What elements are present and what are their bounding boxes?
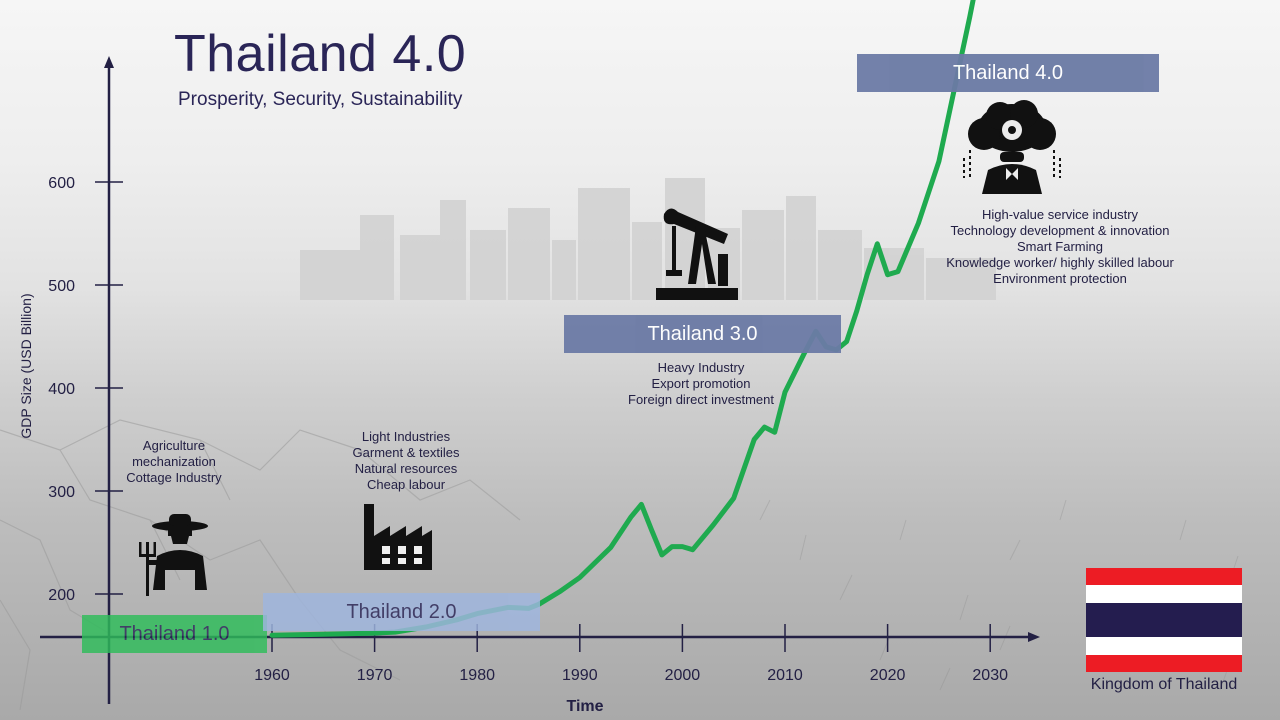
note-line: mechanization — [132, 454, 216, 469]
era-box-thailand-3-0: Thailand 3.0 — [564, 315, 841, 353]
era-box-thailand-1-0: Thailand 1.0 — [82, 615, 267, 653]
era-box-thailand-2-0: Thailand 2.0 — [263, 593, 540, 631]
note-line: Technology development & innovation — [950, 223, 1170, 238]
era-label: Thailand 1.0 — [119, 623, 230, 645]
y-tick-label: 400 — [48, 381, 75, 398]
x-axis-title: Time — [566, 698, 603, 715]
note-line: Environment protection — [993, 271, 1127, 286]
era-2-notes: Light Industries Garment & textiles Natu… — [316, 429, 496, 493]
era-box-thailand-4-0: Thailand 4.0 — [857, 54, 1159, 92]
note-line: Heavy Industry — [657, 360, 745, 375]
x-tick-label: 2030 — [972, 667, 1008, 684]
flag-caption: Kingdom of Thailand — [1090, 676, 1238, 693]
era-3-notes: Heavy Industry Export promotion Foreign … — [590, 360, 812, 408]
y-tick-label: 500 — [48, 278, 75, 295]
page-subtitle: Prosperity, Security, Sustainability — [178, 89, 463, 110]
note-line: Smart Farming — [1017, 239, 1103, 254]
x-tick-label: 2010 — [767, 667, 803, 684]
note-line: Agriculture — [142, 438, 206, 453]
thailand-flag — [1086, 568, 1242, 672]
note-line: Natural resources — [354, 461, 458, 476]
note-line: High-value service industry — [981, 207, 1139, 222]
note-line: Garment & textiles — [352, 445, 460, 460]
note-line: Light Industries — [361, 429, 451, 444]
y-axis-arrow — [104, 56, 114, 68]
ground-cracks — [0, 419, 521, 711]
era-4-notes: High-value service industry Technology d… — [900, 207, 1220, 287]
farmer-icon — [139, 514, 208, 596]
y-tick-label: 200 — [48, 587, 75, 604]
era-1-notes: Agriculture mechanization Cottage Indust… — [94, 438, 254, 486]
note-line: Foreign direct investment — [628, 392, 774, 407]
y-tick-label: 300 — [48, 484, 75, 501]
x-tick-label: 1970 — [357, 667, 393, 684]
x-tick-label: 1990 — [562, 667, 598, 684]
x-tick-label: 2020 — [870, 667, 906, 684]
city-skyline — [300, 178, 996, 300]
y-tick-label: 600 — [48, 175, 75, 192]
x-tick-label: 1960 — [254, 667, 290, 684]
oil-pump-icon — [656, 208, 738, 300]
x-tick-label: 2000 — [665, 667, 701, 684]
era-label: Thailand 4.0 — [952, 62, 1064, 84]
page-title: Thailand 4.0 — [174, 25, 467, 83]
innovation-head-icon — [963, 100, 1061, 194]
note-line: Cottage Industry — [126, 470, 222, 485]
era-label: Thailand 2.0 — [346, 601, 457, 623]
note-line: Export promotion — [651, 376, 751, 391]
note-line: Knowledge worker/ highly skilled labour — [946, 255, 1174, 270]
x-axis-arrow — [1028, 632, 1040, 642]
factory-icon — [364, 504, 432, 570]
x-tick-label: 1980 — [459, 667, 495, 684]
y-axis-title: GDP Size (USD Billion) — [18, 293, 34, 438]
era-label: Thailand 3.0 — [647, 323, 758, 345]
note-line: Cheap labour — [366, 477, 446, 492]
